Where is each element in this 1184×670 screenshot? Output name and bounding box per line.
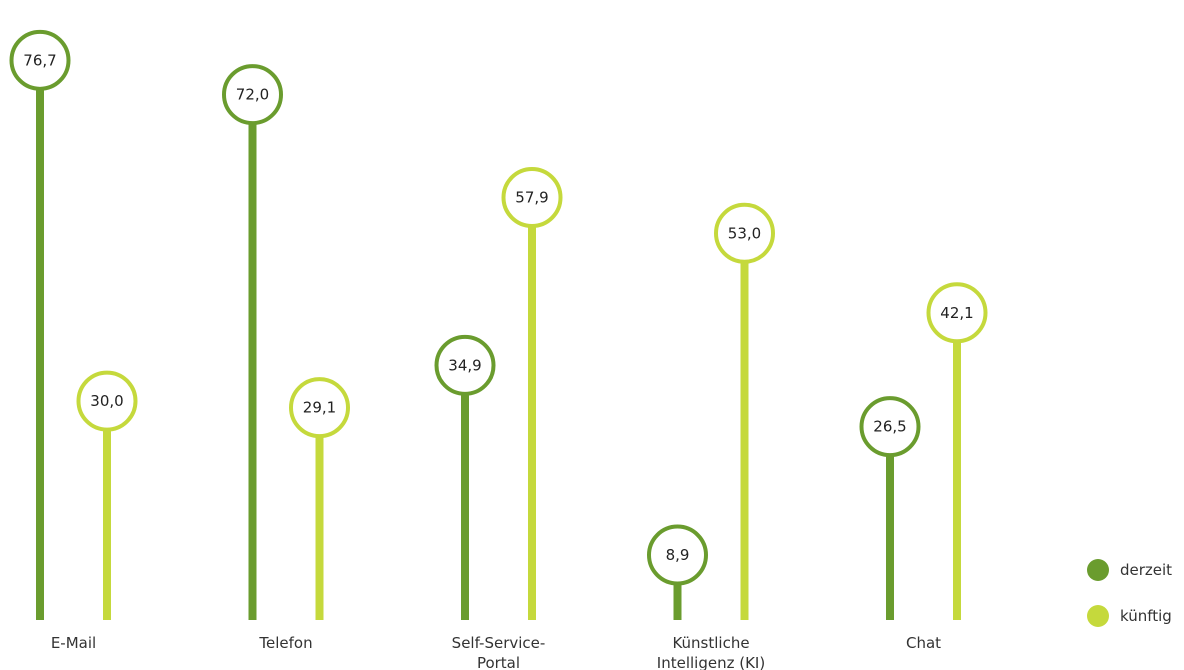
data-label: 29,1 — [303, 399, 336, 417]
marker — [76, 370, 138, 432]
stem — [103, 401, 111, 620]
legend-swatch — [1087, 605, 1109, 627]
marker — [501, 167, 563, 229]
data-label: 42,1 — [940, 304, 973, 322]
lollipop-künftig-4: 42,1 — [926, 282, 988, 620]
lollipop-künftig-3: 53,0 — [714, 202, 775, 620]
data-label: 72,0 — [236, 86, 269, 104]
stem — [673, 555, 682, 620]
data-label: 8,9 — [666, 546, 690, 564]
stem — [953, 312, 961, 620]
lollipop-derzeit-4: 26,5 — [859, 396, 921, 620]
stem — [248, 94, 257, 621]
data-label: 34,9 — [448, 356, 481, 374]
marker — [859, 396, 921, 458]
data-label: 26,5 — [873, 418, 906, 436]
data-label: 53,0 — [728, 224, 761, 242]
legend-label: derzeit — [1120, 561, 1172, 579]
stem — [36, 60, 44, 621]
marker — [434, 334, 496, 396]
category-labels: E-Mail Telefon Self-Service-Portal Künstlic… — [51, 634, 941, 670]
marker — [289, 377, 350, 439]
stem — [461, 365, 469, 620]
lollipop-derzeit-0: 76,7 — [9, 29, 71, 621]
lollipop-derzeit-1: 72,0 — [222, 64, 283, 621]
stem — [528, 197, 536, 620]
marker — [647, 524, 708, 586]
lollipop-derzeit-2: 34,9 — [434, 334, 496, 620]
category-label: Telefon — [258, 634, 312, 652]
category-label: E-Mail — [51, 634, 96, 652]
marker — [222, 64, 283, 126]
category-label: Self-Service-Portal — [452, 634, 546, 670]
stem — [315, 407, 324, 620]
stem — [740, 233, 749, 620]
stem — [886, 426, 894, 620]
legend: derzeit künftig — [1087, 559, 1172, 627]
lollipop-künftig-0: 30,0 — [76, 370, 138, 620]
lollipop-künftig-1: 29,1 — [289, 377, 350, 620]
marker — [926, 282, 988, 344]
marker — [9, 29, 71, 91]
data-label: 76,7 — [23, 51, 56, 69]
legend-label: künftig — [1120, 607, 1172, 625]
data-label: 30,0 — [90, 392, 123, 410]
category-label: Chat — [906, 634, 941, 652]
data-label: 57,9 — [515, 189, 548, 207]
legend-item-künftig: künftig — [1087, 605, 1172, 627]
chart-marks: 76,7 72,0 34,9 8,9 26,5 30,0 29,1 57,9 53,0 42,1 — [9, 29, 988, 621]
legend-swatch — [1087, 559, 1109, 581]
marker — [714, 202, 775, 264]
lollipop-derzeit-3: 8,9 — [647, 524, 708, 620]
legend-item-derzeit: derzeit — [1087, 559, 1172, 581]
category-label: Künstliche Intelligenz (KI) — [657, 634, 765, 670]
lollipop-künftig-2: 57,9 — [501, 167, 563, 620]
